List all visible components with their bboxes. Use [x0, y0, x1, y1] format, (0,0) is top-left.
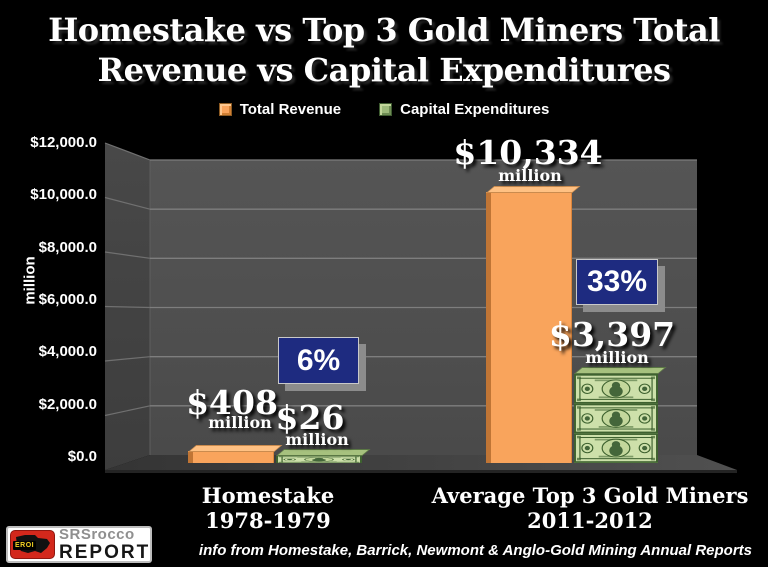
- bar-capex-homestake: [276, 449, 371, 463]
- category-line2: 2011-2012: [527, 508, 653, 533]
- legend-label: Total Revenue: [239, 101, 342, 118]
- bar-top-face: [188, 445, 283, 453]
- y-axis-title: million: [21, 256, 39, 305]
- legend-label: Capital Expenditures: [400, 101, 550, 118]
- y-tick-label: $12,000.0: [30, 134, 97, 151]
- bar-top-face: [276, 449, 371, 456]
- value-label-revenue-top3: $10,334: [453, 133, 603, 172]
- percent-badge-homestake: 6%: [278, 337, 359, 384]
- value-unit: million: [498, 166, 562, 185]
- value-label-revenue-homestake: $408: [186, 383, 278, 422]
- legend-item-total-revenue: Total Revenue: [218, 101, 342, 118]
- category-label-homestake: Homestake 1978-1979: [202, 483, 334, 533]
- y-tick-label: $2,000.0: [38, 395, 97, 413]
- chart-title-line1: Homestake vs Top 3 Gold Miners Total: [48, 11, 720, 49]
- y-tick-label: $6,000.0: [38, 291, 97, 308]
- legend-item-capital-expenditures: Capital Expenditures: [379, 101, 549, 118]
- category-line1: Homestake: [201, 483, 335, 508]
- value-unit: million: [208, 413, 272, 432]
- y-tick-label: $10,000.0: [30, 186, 97, 204]
- value-label-capex-top3: $3,397: [548, 315, 676, 354]
- source-credit-text: info from Homestake, Barrick, Newmont & …: [198, 542, 752, 559]
- eroi-badge-text: EROI: [13, 541, 37, 550]
- y-tick-label: $4,000.0: [38, 343, 97, 361]
- bar-total-revenue-top3-miners: [486, 185, 581, 463]
- percent-badge-top3: 33%: [576, 259, 658, 305]
- eroi-map-icon: EROI: [10, 530, 55, 559]
- bar-top-face: [574, 367, 667, 375]
- dollar-bill-texture: [276, 456, 362, 463]
- chart-title-line2: Revenue vs Capital Expenditures: [97, 51, 671, 89]
- dollar-bill-square-icon: [379, 103, 393, 116]
- bar-capex-top3-miners: [574, 367, 667, 463]
- chart-title: Homestake vs Top 3 Gold Miners Total Rev…: [0, 10, 768, 90]
- orange-square-icon: [218, 103, 232, 116]
- dollar-bill-texture: [574, 374, 658, 463]
- y-tick-label: $0.0: [67, 448, 97, 465]
- value-unit: million: [285, 430, 349, 449]
- floor-front-edge: [105, 470, 737, 473]
- gridlines: [104, 142, 697, 417]
- value-label-capex-homestake: $26: [275, 398, 345, 437]
- y-tick-label: $8,000.0: [38, 238, 97, 256]
- category-label-top3: Average Top 3 Gold Miners 2011-2012: [432, 483, 749, 533]
- srsrocco-report-logo: EROI SRSrocco REPORT: [6, 526, 152, 563]
- value-unit: million: [585, 348, 649, 367]
- bar-top-face: [486, 185, 581, 193]
- category-line2: 1978-1979: [205, 508, 331, 533]
- logo-name: SRSrocco: [59, 526, 135, 543]
- logo-text: SRSrocco REPORT: [59, 527, 150, 562]
- legend: Total Revenue Capital Expenditures: [0, 101, 768, 118]
- logo-word: REPORT: [59, 542, 151, 563]
- bar-total-revenue-homestake: [188, 445, 283, 463]
- category-line1: Average Top 3 Gold Miners: [431, 483, 749, 508]
